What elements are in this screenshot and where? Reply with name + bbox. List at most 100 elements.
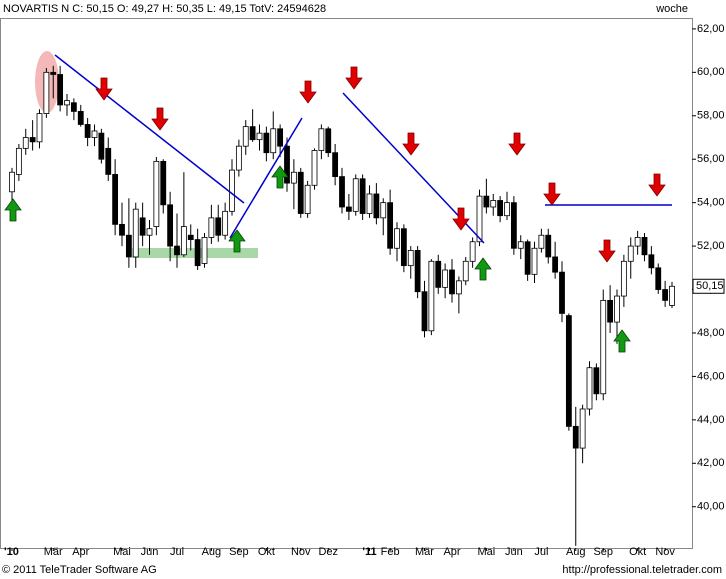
candle-body bbox=[105, 147, 112, 175]
candle-body bbox=[435, 260, 442, 288]
y-tick-label: 42,00 bbox=[697, 457, 725, 469]
candle-body bbox=[579, 408, 586, 449]
chart-title: NOVARTIS N C: 50,15 O: 49,27 H: 50,35 L:… bbox=[3, 3, 326, 15]
trend-line bbox=[54, 54, 245, 204]
x-tick-label: Nov bbox=[291, 546, 311, 558]
last-price-box bbox=[692, 278, 725, 294]
candle-body bbox=[531, 247, 538, 275]
buy-arrow bbox=[474, 257, 492, 281]
annotations bbox=[4, 54, 672, 353]
candle-body bbox=[407, 250, 414, 267]
x-tick-label: Okt bbox=[258, 546, 275, 558]
candles bbox=[9, 65, 675, 546]
last-price-label: 50,15 bbox=[696, 280, 724, 292]
candle-body bbox=[235, 145, 242, 171]
candle-body bbox=[524, 241, 531, 275]
candle-body bbox=[476, 195, 483, 243]
candle-body bbox=[91, 130, 98, 138]
candle-body bbox=[394, 228, 400, 249]
x-tick-label: Aug bbox=[202, 546, 222, 558]
candle-body bbox=[304, 184, 311, 214]
candle-body bbox=[70, 102, 77, 112]
x-tick-label: Mär bbox=[415, 546, 434, 558]
candle-body bbox=[517, 241, 524, 249]
footer-right: http://professional.teletrader.com bbox=[562, 564, 722, 576]
candle-body bbox=[469, 241, 476, 262]
candle-body bbox=[352, 178, 359, 212]
candle-body bbox=[29, 137, 36, 143]
candle-body bbox=[139, 217, 146, 236]
footer-left: © 2011 TeleTrader Software AG bbox=[2, 564, 157, 576]
sell-arrow bbox=[402, 132, 420, 156]
y-tick-label: 46,00 bbox=[697, 370, 725, 382]
candle-body bbox=[339, 176, 345, 208]
y-tick-label: 62,00 bbox=[697, 23, 725, 35]
candle-body bbox=[490, 200, 497, 208]
candle-body bbox=[442, 269, 449, 288]
candle-body bbox=[607, 299, 614, 323]
y-tick-label: 40,00 bbox=[697, 501, 725, 513]
x-tick-label: Nov bbox=[655, 546, 675, 558]
y-tick-label: 52,00 bbox=[697, 240, 725, 252]
y-tick-label: 56,00 bbox=[697, 153, 725, 165]
candle-body bbox=[290, 171, 297, 184]
y-tick-label: 58,00 bbox=[697, 110, 725, 122]
candle-body bbox=[153, 160, 160, 227]
candle-body bbox=[174, 245, 180, 256]
candle-body bbox=[263, 132, 270, 154]
candle-body bbox=[414, 250, 421, 293]
candle-body bbox=[497, 200, 504, 217]
y-tick-label: 60,00 bbox=[697, 66, 725, 78]
buy-arrow bbox=[228, 229, 246, 253]
sell-arrow bbox=[151, 107, 169, 131]
candle-body bbox=[380, 202, 387, 219]
candle-body bbox=[229, 169, 235, 212]
candle-body bbox=[9, 171, 15, 193]
x-tick-label: Mai bbox=[478, 546, 496, 558]
candle-body bbox=[50, 71, 57, 75]
x-tick-label: Feb bbox=[381, 546, 400, 558]
x-tick-label: Jun bbox=[141, 546, 159, 558]
candle-body bbox=[483, 195, 490, 208]
candle-body bbox=[421, 291, 428, 332]
candle-body bbox=[167, 204, 174, 247]
sell-arrow bbox=[543, 182, 561, 206]
candle-body bbox=[180, 226, 187, 256]
x-tick-label: Mai bbox=[113, 546, 131, 558]
candle-body bbox=[614, 295, 620, 323]
candle-body bbox=[387, 202, 394, 249]
sell-arrow bbox=[345, 66, 363, 90]
candle-body bbox=[332, 152, 339, 177]
x-tick-label: Jun bbox=[505, 546, 523, 558]
sell-arrow bbox=[598, 239, 616, 263]
x-tick-label: Mär bbox=[44, 546, 63, 558]
candle-body bbox=[373, 193, 380, 219]
candle-body bbox=[559, 271, 565, 314]
x-tick-label: Sep bbox=[593, 546, 613, 558]
period-label: woche bbox=[655, 3, 688, 15]
candle-body bbox=[36, 113, 43, 143]
candle-body bbox=[132, 208, 139, 258]
candle-body bbox=[662, 289, 669, 301]
candle-body bbox=[538, 234, 545, 249]
candle-body bbox=[77, 111, 84, 125]
x-tick-label: Aug bbox=[566, 546, 586, 558]
candle-body bbox=[125, 234, 132, 258]
candle-body bbox=[428, 260, 435, 332]
candle-body bbox=[242, 126, 249, 147]
sell-arrow bbox=[508, 132, 526, 156]
candle-body bbox=[462, 260, 469, 282]
candle-body bbox=[277, 128, 284, 147]
candle-body bbox=[112, 174, 119, 225]
candle-body bbox=[627, 245, 634, 262]
sell-arrow bbox=[648, 173, 666, 197]
candle-body bbox=[119, 223, 125, 236]
candle-body bbox=[655, 267, 662, 290]
candle-body bbox=[572, 425, 579, 449]
y-tick-label: 44,00 bbox=[697, 414, 725, 426]
candle-body bbox=[215, 217, 222, 236]
candle-body bbox=[201, 237, 208, 264]
candle-body bbox=[222, 210, 229, 236]
candle-body bbox=[84, 124, 91, 138]
candle-body bbox=[620, 260, 627, 297]
